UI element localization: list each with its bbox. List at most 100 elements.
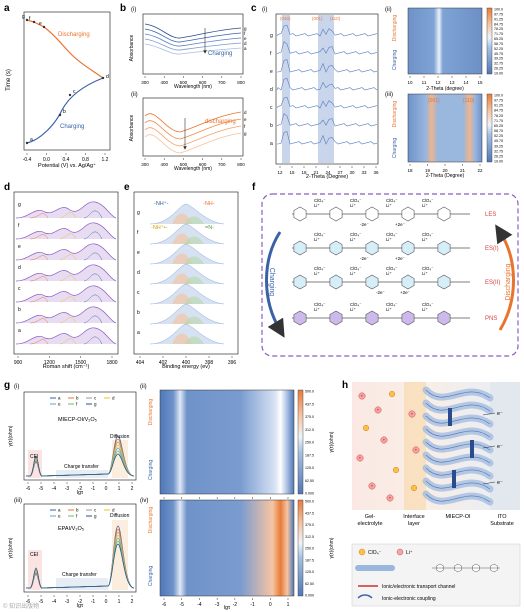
g-iii-xlabel: lgτ [77, 603, 84, 609]
raman-fit [29, 318, 49, 324]
raman-fit [59, 233, 77, 240]
spectrum-letter: g [18, 202, 21, 208]
state-label: PNS [485, 316, 497, 322]
tick-label: 600 [199, 162, 207, 167]
electron-label: e⁻ [497, 480, 503, 486]
f-discharging-label: Discharging [505, 263, 512, 300]
colorbar-tick: 45.75 [494, 139, 503, 143]
colorbar-tick: 312.5 [305, 428, 314, 432]
colorbar-tick: 78.25 [494, 27, 503, 31]
spectrum-letter: d [18, 265, 21, 271]
polymer-fiber-edge [425, 389, 491, 399]
curve-letter: e [244, 117, 247, 122]
curve-letter: d [244, 110, 247, 115]
colorbar-tick: 187.5 [305, 558, 314, 562]
li-label: Li⁺ [314, 237, 320, 242]
raman-fit [83, 336, 103, 345]
point-letter: e [39, 21, 42, 27]
xrd-pattern [276, 24, 378, 37]
pattern-letter: f [270, 51, 272, 57]
colorbar-tick: 100.0 [494, 94, 503, 98]
tick-label: 300 [141, 162, 149, 167]
point-marker [25, 18, 29, 22]
xps-envelope [149, 283, 225, 305]
point-letter: g [22, 14, 25, 20]
xps-envelope [149, 323, 225, 345]
tick-label: 1200 [44, 360, 55, 366]
c-ii-colorbar-ticks: 100.097.7591.2584.7578.2571.7565.2558.75… [494, 8, 503, 76]
colorbar-tick: 250.0 [305, 547, 314, 551]
tick-label: 404 [136, 360, 145, 366]
li-label: Li⁺ [350, 271, 356, 276]
colorbar-tick: 26.25 [494, 154, 503, 158]
li-ion [380, 436, 388, 444]
raman-envelope [15, 327, 117, 345]
li-label: Li⁺ [314, 307, 320, 312]
colorbar-tick: 187.5 [305, 453, 314, 457]
g-iii-xticks: -6 -5 -4 -3 -2 -1 0 1 2 [26, 595, 134, 605]
polymer-fiber-edge [425, 428, 491, 438]
benzene-ring [401, 310, 415, 326]
raman-fit [59, 338, 77, 345]
raman-envelope [15, 285, 117, 303]
colorbar-tick: 58.75 [494, 129, 503, 133]
raman-fit [59, 212, 77, 219]
legend-label: d [112, 396, 115, 401]
colorbar-tick: 71.75 [494, 119, 503, 123]
li-label: Li⁺ [350, 237, 356, 242]
tick-label: -1 [91, 486, 96, 492]
polymer-fiber-edge [425, 415, 491, 425]
g-ii-cblabel: γ(τ)(ohm) [329, 431, 335, 452]
li-ion-symbol: + [377, 408, 380, 413]
absorbance-curve [144, 38, 242, 51]
g-iii-frame [23, 503, 137, 593]
tick-label: 700 [218, 80, 226, 85]
panel-b-ii-xlabel: Wavelength (nm) [174, 166, 212, 172]
spectrum-letter: g [137, 210, 140, 216]
panel-c-sub-i: (i) [262, 7, 267, 13]
panel-label-c: c [251, 3, 257, 14]
panel-label-b: b [120, 3, 126, 14]
panel-f-chains: Li⁺ClO₄⁻Li⁺ClO₄⁻Li⁺ClO₄⁻Li⁺ClO₄⁻LESLi⁺Cl… [292, 198, 500, 326]
legend-label: c [94, 396, 97, 401]
panel-d-xlabel: Roman shift (cm⁻¹) [43, 364, 90, 370]
spectrum-letter: d [137, 270, 140, 276]
colorbar-tick: 26.25 [494, 67, 503, 71]
curve-letter: a [244, 46, 247, 51]
legend-label: a [58, 396, 61, 401]
tick-label: 0.4 [63, 157, 70, 163]
g-i-xlabel: lgτ [77, 490, 84, 496]
panel-g-sub-i: (i) [14, 384, 19, 390]
g-iii-cei: CEI [30, 552, 38, 558]
colorbar-tick: 0.000 [305, 492, 314, 496]
layer-label: Interface [403, 514, 424, 520]
point-letter: b [63, 109, 66, 115]
tick-label: -5 [39, 486, 44, 492]
xrd-pattern [276, 78, 378, 91]
tick-label: 21 [460, 168, 466, 173]
raman-fit [83, 315, 103, 324]
absorbance-curve [144, 132, 242, 154]
h-legend-chain-structure [355, 563, 500, 573]
colorbar-tick: 125.0 [305, 570, 314, 574]
colorbar-tick: 65.25 [494, 124, 503, 128]
tick-label: 700 [218, 162, 226, 167]
tick-label: -2 [233, 602, 238, 608]
raman-fit [29, 213, 49, 219]
tick-label: 13 [449, 80, 455, 85]
clo4-label: ClO₄⁻ [422, 266, 433, 271]
spectrum-letter: b [18, 307, 21, 313]
tick-label: -4 [52, 599, 57, 605]
tick-label: -6 [26, 599, 31, 605]
li-label: Li⁺ [422, 237, 428, 242]
legend-label: f [76, 402, 78, 407]
tick-label: -5 [179, 602, 184, 608]
tick-label: -1 [91, 599, 96, 605]
benzene-ring [437, 310, 451, 326]
colorbar-tick: 91.25 [494, 17, 503, 21]
raman-fit [59, 275, 77, 282]
colorbar-tick: 65.25 [494, 37, 503, 41]
g-i-ct: Charge transfer [64, 464, 99, 470]
g-i-title: MIECP-OI/V₂O₅ [58, 417, 97, 423]
peak-label: (001) [312, 16, 323, 21]
